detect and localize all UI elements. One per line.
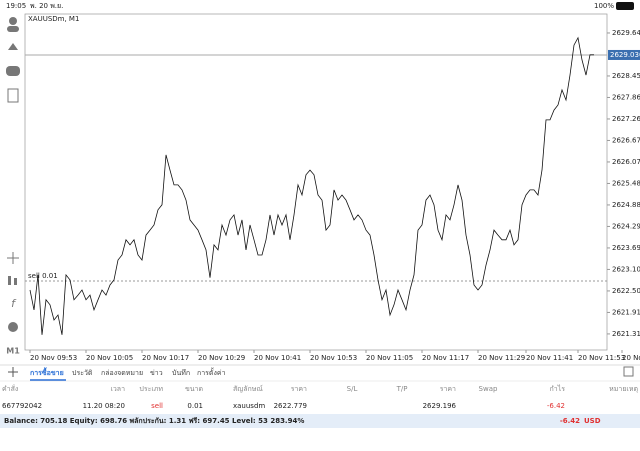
- x-tick-label: 20 Nov 11:29: [478, 354, 525, 362]
- total-profit: -6.42: [560, 417, 580, 425]
- y-tick-label: 2625.480: [612, 179, 640, 187]
- account-summary: Balance: 705.18 Equity: 698.76 พลักประกั…: [4, 417, 304, 425]
- y-tick-label: 2628.455: [612, 72, 640, 80]
- layout-button[interactable]: [623, 366, 634, 377]
- date: พ. 20 พ.ย.: [30, 2, 63, 10]
- y-tick-label: 2623.695: [612, 244, 640, 252]
- account-icon-body: [7, 26, 19, 32]
- y-tick-label: 2621.315: [612, 330, 640, 338]
- x-tick-label: 20 Nov 09:53: [30, 354, 77, 362]
- crosshair-icon[interactable]: [7, 252, 19, 264]
- tab[interactable]: การตั้งค่า: [197, 366, 226, 377]
- column-header: สัญลักษณ์: [233, 385, 263, 393]
- x-tick-label: 20 Nov 11:05: [366, 354, 413, 362]
- battery-icon: [616, 2, 634, 10]
- x-tick-label: 20 Nov 11:53: [578, 354, 625, 362]
- column-header: S/L: [347, 385, 358, 393]
- x-tick-label: 20 Nov 12:05: [622, 354, 640, 362]
- y-tick-label: 2626.670: [612, 136, 640, 144]
- x-tick-label: 20 Nov 10:41: [254, 354, 301, 362]
- tab[interactable]: การซื้อขาย: [30, 366, 64, 377]
- column-header: ประเภท: [139, 385, 163, 393]
- column-header: หมายเหตุ: [609, 385, 638, 393]
- cell: 2622.779: [274, 402, 307, 410]
- y-tick-label: 2621.910: [612, 308, 640, 316]
- tab[interactable]: ข่าว: [150, 369, 163, 377]
- cell: xauusdm: [233, 402, 265, 410]
- footer-bar: [0, 414, 640, 428]
- toolbar: f: [6, 17, 20, 332]
- cell: -6.42: [547, 402, 565, 410]
- column-header: Swap: [479, 385, 498, 393]
- x-tick-label: 20 Nov 11:41: [526, 354, 573, 362]
- cell: 667792042: [2, 402, 42, 410]
- y-tick-label: 2627.265: [612, 115, 640, 123]
- y-tick-label: 2622.505: [612, 287, 640, 295]
- function-icon[interactable]: f: [11, 297, 17, 310]
- column-header: กำไร: [550, 384, 566, 393]
- trade-icon[interactable]: [8, 43, 18, 50]
- column-header: ราคา: [291, 385, 307, 393]
- column-header: ขนาด: [185, 385, 203, 393]
- order-label: sell 0.01: [28, 272, 58, 280]
- account-icon[interactable]: [9, 17, 17, 25]
- column-header: เวลา: [110, 385, 125, 393]
- y-tick-label: 2624.885: [612, 201, 640, 209]
- x-tick-label: 20 Nov 11:17: [422, 354, 469, 362]
- cell: 2629.196: [423, 402, 457, 410]
- x-tick-label: 20 Nov 10:29: [198, 354, 245, 362]
- plot: 2629.645 2628.455 2627.860 2627.265 2626.670…: [25, 29, 640, 362]
- x-tick-label: 20 Nov 10:17: [142, 354, 189, 362]
- y-tick-label: 2629.645: [612, 29, 640, 37]
- column-header: คำสั่ง: [2, 384, 18, 393]
- y-tick-label: 2627.860: [612, 93, 640, 101]
- tab[interactable]: ประวัติ: [72, 369, 93, 377]
- y-tick-label: 2626.075: [612, 158, 640, 166]
- cell: sell: [151, 402, 163, 410]
- x-tick-label: 20 Nov 10:05: [86, 354, 133, 362]
- column-header: ราคา: [440, 385, 456, 393]
- timeframe[interactable]: M1: [6, 347, 20, 356]
- cell: 11.20 08:20: [83, 402, 125, 410]
- last-price-label: 2629.036: [610, 51, 640, 59]
- new-order-icon[interactable]: [7, 88, 19, 103]
- y-tick-label: 2624.29: [612, 222, 640, 230]
- currency: USD: [584, 417, 601, 425]
- x-tick-label: 20 Nov 10:53: [310, 354, 357, 362]
- indicator-icon[interactable]: [8, 276, 11, 285]
- chart-frame: [24, 13, 608, 351]
- symbol-label: XAUUSDm, M1: [28, 15, 79, 23]
- indicator-icon-b: [14, 278, 17, 285]
- tab[interactable]: บันทึก: [172, 368, 190, 377]
- tab[interactable]: กล่องจดหมาย: [101, 369, 143, 377]
- objects-icon[interactable]: [8, 322, 18, 332]
- chat-icon[interactable]: [6, 66, 20, 76]
- add-button[interactable]: [8, 367, 18, 377]
- y-tick-label: 2623.100: [612, 265, 640, 273]
- battery-text: 100%: [594, 2, 614, 10]
- column-header: T/P: [396, 385, 408, 393]
- price-line: [29, 36, 594, 335]
- clock: 19:05: [6, 2, 26, 10]
- cell: 0.01: [187, 402, 203, 410]
- last-price-box: [608, 49, 640, 60]
